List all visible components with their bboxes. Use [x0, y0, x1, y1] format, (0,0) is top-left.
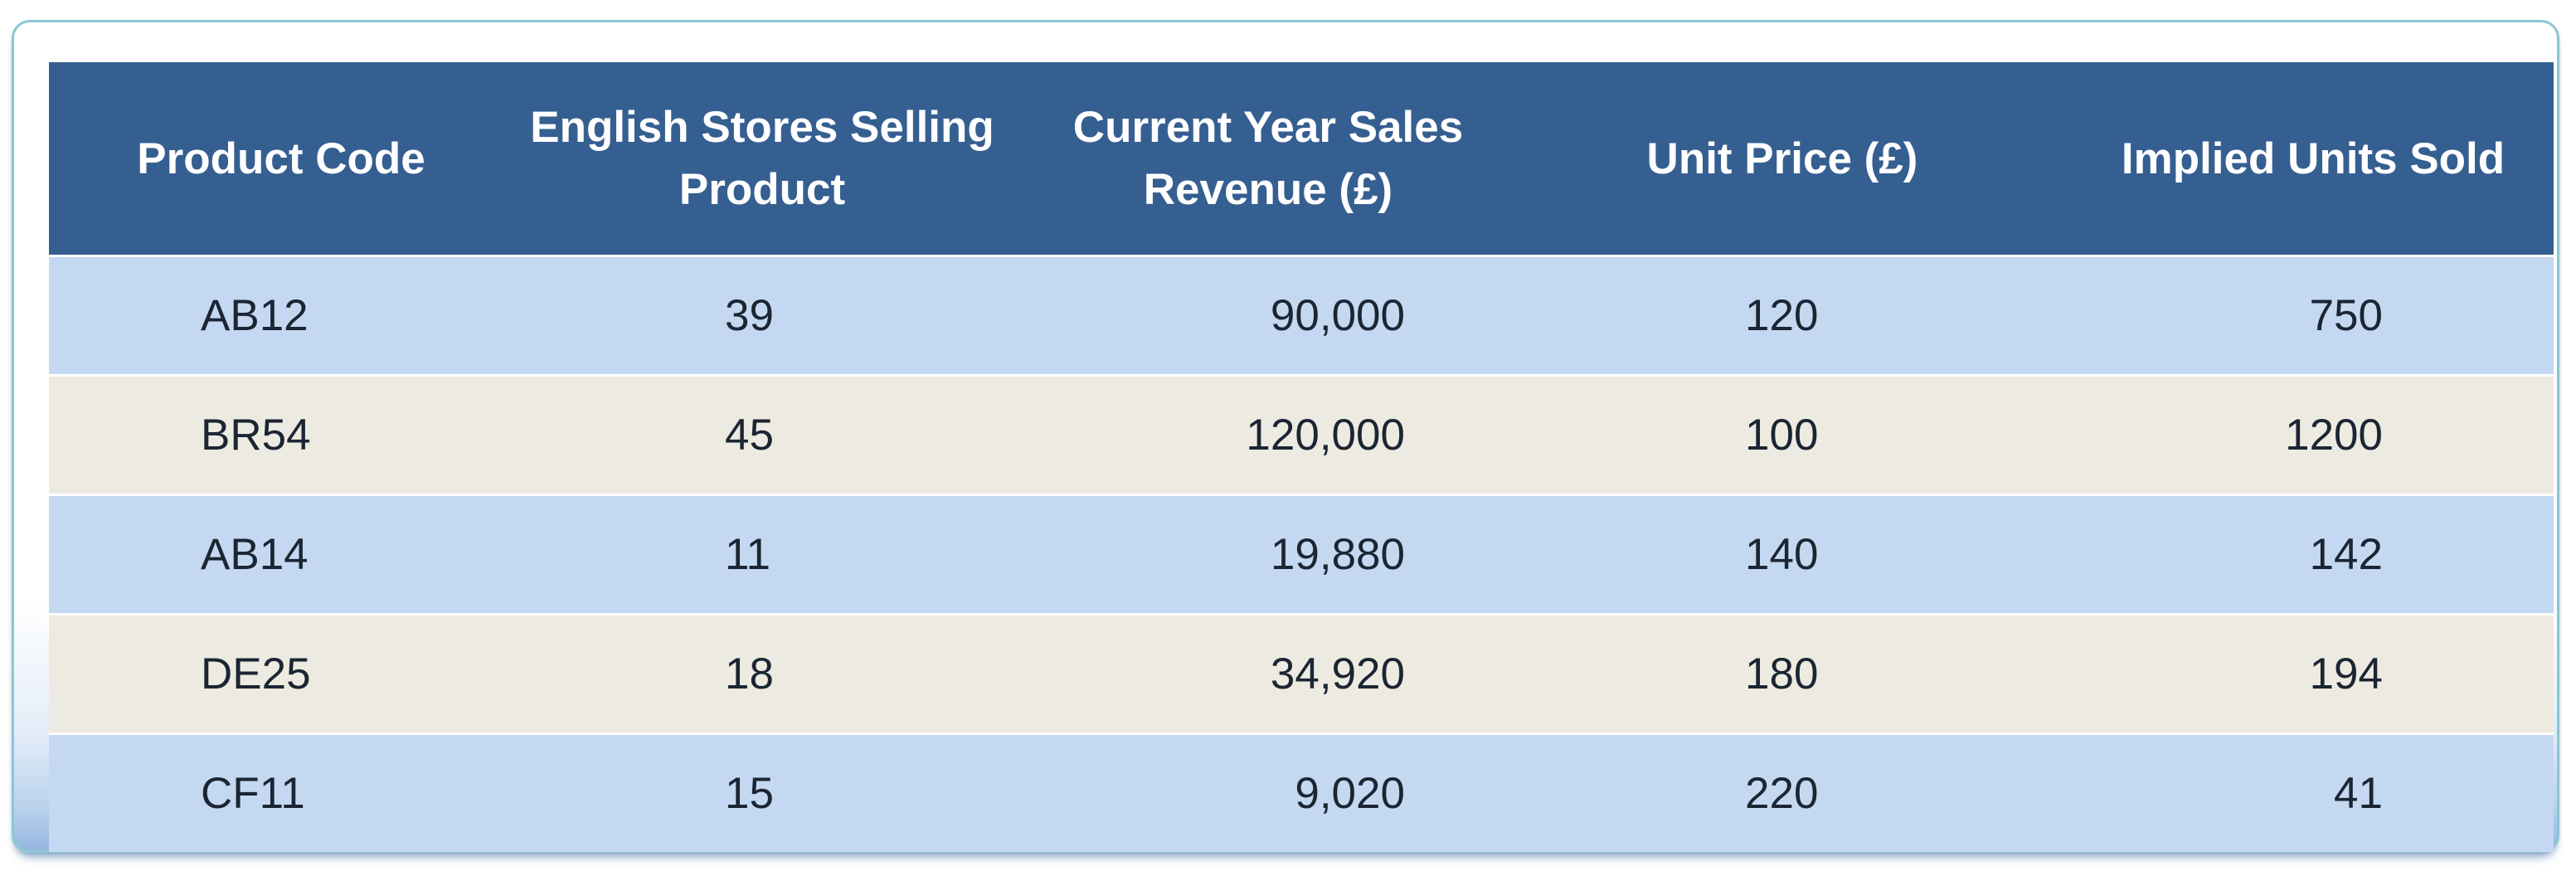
header-english-stores-line1: English Stores Selling: [530, 103, 994, 152]
cell-unit-price: 100: [1525, 374, 2039, 495]
cell-unit-price-value: 120: [1745, 291, 1819, 340]
table-row: AB12 39 90,000 120 750: [49, 255, 2554, 376]
cell-unit-price-value: 100: [1745, 411, 1819, 460]
cell-unit-price-value: 220: [1745, 769, 1819, 818]
cell-implied-units: 194: [2039, 613, 2554, 734]
cell-stores: 45: [513, 374, 1011, 495]
cell-revenue: 19,880: [1011, 494, 1525, 615]
cell-product-code: BR54: [49, 374, 513, 495]
header-english-stores: English Stores Selling Product: [513, 62, 1011, 256]
table-row: BR54 45 120,000 100 1200: [49, 374, 2554, 495]
cell-unit-price-value: 140: [1745, 530, 1819, 579]
header-row: Product Code English Stores Selling Prod…: [49, 62, 2554, 256]
header-sales-revenue-line2: Revenue (£): [1143, 165, 1393, 214]
table-row: AB14 11 19,880 140 142: [49, 494, 2554, 615]
table-frame: Product Code English Stores Selling Prod…: [12, 20, 2559, 853]
header-product-code-label: Product Code: [137, 134, 425, 183]
cell-product-code: DE25: [49, 613, 513, 734]
header-product-code: Product Code: [49, 62, 513, 256]
cell-stores-value: 45: [725, 411, 774, 460]
cell-product-code: AB12: [49, 255, 513, 376]
table-container: Product Code English Stores Selling Prod…: [49, 62, 2554, 852]
cell-unit-price-value: 180: [1745, 650, 1819, 698]
header-unit-price-label: Unit Price (£): [1646, 134, 1918, 183]
cell-unit-price: 220: [1525, 732, 2039, 852]
cell-revenue: 90,000: [1011, 255, 1525, 376]
cell-revenue: 120,000: [1011, 374, 1525, 495]
cell-revenue: 9,020: [1011, 732, 1525, 852]
header-sales-revenue: Current Year Sales Revenue (£): [1011, 62, 1525, 256]
header-sales-revenue-line1: Current Year Sales: [1072, 103, 1464, 152]
cell-stores: 15: [513, 732, 1011, 852]
cell-stores-value: 39: [725, 291, 774, 340]
header-implied-units: Implied Units Sold: [2039, 62, 2554, 256]
header-english-stores-line2: Product: [678, 165, 846, 214]
cell-product-code: CF11: [49, 732, 513, 852]
cell-implied-units: 750: [2039, 255, 2554, 376]
cell-implied-units: 1200: [2039, 374, 2554, 495]
cell-product-code: AB14: [49, 494, 513, 615]
cell-stores: 18: [513, 613, 1011, 734]
cell-unit-price: 120: [1525, 255, 2039, 376]
cell-stores: 11: [513, 494, 1011, 615]
cell-unit-price: 140: [1525, 494, 2039, 615]
cell-implied-units: 142: [2039, 494, 2554, 615]
cell-stores-value: 18: [725, 650, 774, 698]
cell-unit-price: 180: [1525, 613, 2039, 734]
cell-revenue: 34,920: [1011, 613, 1525, 734]
cell-stores-value: 15: [725, 769, 774, 818]
cell-stores-value: 11: [725, 530, 771, 579]
header-implied-units-label: Implied Units Sold: [2121, 134, 2506, 183]
table-row: CF11 15 9,020 220 41: [49, 732, 2554, 852]
header-unit-price: Unit Price (£): [1525, 62, 2039, 256]
cell-implied-units: 41: [2039, 732, 2554, 852]
table-row: DE25 18 34,920 180 194: [49, 613, 2554, 734]
cell-stores: 39: [513, 255, 1011, 376]
sales-table: Product Code English Stores Selling Prod…: [49, 62, 2554, 852]
